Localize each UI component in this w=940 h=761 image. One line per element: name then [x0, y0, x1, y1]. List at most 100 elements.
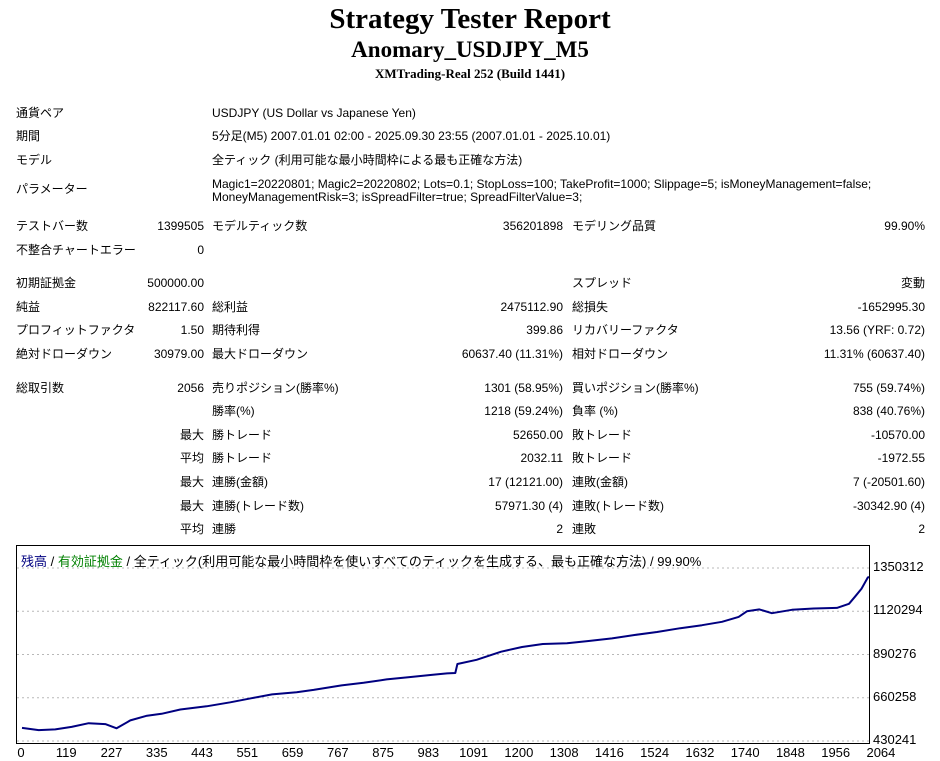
max-drawdown-label: 最大ドローダウン	[212, 347, 309, 361]
largest-loss-value: -10570.00	[870, 428, 925, 442]
avg-win-label: 勝トレード	[212, 451, 273, 465]
gross-profit-label: 総利益	[212, 300, 249, 314]
spread-label: スプレッド	[572, 276, 633, 290]
symbol-label: 通貨ペア	[16, 106, 65, 120]
expert-name: Anomary_USDJPY_M5	[351, 37, 589, 62]
cons-losses-label: 連敗(金額)	[572, 475, 628, 489]
expected-payoff-label: 期待利得	[212, 323, 261, 337]
server-info: XMTrading-Real 252 (Build 1441)	[374, 66, 566, 81]
largest-win-label: 勝トレード	[212, 428, 273, 442]
max-prefix: 最大	[179, 499, 204, 513]
short-positions-value: 1301 (58.95%)	[484, 381, 563, 395]
errors-label: 不整合チャートエラー	[16, 243, 136, 257]
chart-legend: 残高 / 有効証拠金 / 全ティック(利用可能な最小時間枠を使いすべてのティック…	[21, 551, 701, 570]
total-trades-label: 総取引数	[16, 381, 65, 395]
cons-profit-value: 57971.30 (4)	[494, 499, 563, 513]
deposit-label: 初期証拠金	[16, 276, 77, 290]
avg-loss-value: -1972.55	[877, 451, 925, 465]
abs-drawdown-label: 絶対ドローダウン	[16, 347, 113, 361]
profit-factor-label: プロフィットファクタ	[16, 323, 136, 337]
x-tick-label: 227	[100, 745, 123, 760]
cons-wins-label: 連勝(金額)	[212, 475, 268, 489]
max-prefix: 最大	[179, 475, 204, 489]
quality-value: 99.90%	[884, 219, 925, 233]
gross-loss-label: 総損失	[572, 300, 609, 314]
profit-factor-value: 1.50	[180, 323, 204, 337]
params-value-line1: Magic1=20220801; Magic2=20220802; Lots=0…	[212, 177, 872, 191]
cons-wins-value: 17 (12121.00)	[488, 475, 563, 489]
avg-win-value: 2032.11	[520, 451, 564, 465]
x-tick-label: 1848	[775, 745, 805, 760]
abs-drawdown-value: 30979.00	[153, 347, 204, 361]
x-tick-label: 1524	[640, 745, 670, 760]
expected-payoff-value: 399.86	[526, 323, 563, 337]
x-tick-label: 875	[372, 745, 394, 760]
x-tick-label: 335	[145, 745, 168, 760]
legend-balance: 残高	[21, 554, 48, 569]
legend-description: / 全ティック(利用可能な最小時間枠を使いすべてのティックを生成する、最も正確な…	[122, 554, 702, 569]
y-tick-label: 1350312	[873, 559, 924, 574]
avg-prefix: 平均	[179, 451, 204, 465]
largest-loss-label: 敗トレード	[572, 428, 633, 442]
net-profit-label: 純益	[16, 300, 41, 314]
x-tick-label: 443	[191, 745, 213, 760]
x-tick-label: 1091	[459, 745, 489, 760]
total-trades-value: 2056	[177, 381, 204, 395]
y-tick-label: 1120294	[873, 602, 923, 618]
y-tick-label: 660258	[873, 688, 917, 704]
legend-separator: /	[47, 554, 58, 569]
x-tick-label: 1956	[821, 745, 851, 760]
balance-chart: 残高 / 有効証拠金 / 全ティック(利用可能な最小時間枠を使いすべてのティック…	[16, 545, 870, 744]
avg-loss-label: 敗トレード	[572, 451, 633, 465]
x-tick-label: 767	[326, 745, 349, 760]
gross-profit-value: 2475112.90	[500, 300, 563, 314]
symbol-value: USDJPY (US Dollar vs Japanese Yen)	[212, 106, 416, 120]
report-title: Strategy Tester Report	[329, 3, 611, 35]
x-tick-label: 0	[17, 745, 25, 760]
max-drawdown-value: 60637.40 (11.31%)	[461, 347, 563, 361]
ticks-label: モデルティック数	[212, 219, 308, 233]
x-tick-label: 551	[236, 745, 259, 760]
largest-win-value: 52650.00	[512, 428, 563, 442]
params-value-line2: MoneyManagementRisk=3; isSpreadFilter=tr…	[212, 190, 583, 204]
x-tick-label: 2064	[866, 745, 896, 760]
bars-label: テストバー数	[16, 219, 89, 233]
avg-cons-losses-label: 連敗	[572, 522, 597, 536]
cons-profit-label: 連勝(トレード数)	[212, 499, 304, 513]
long-positions-value: 755 (59.74%)	[852, 381, 925, 395]
period-label: 期間	[16, 129, 41, 143]
short-positions-label: 売りポジション(勝率%)	[212, 381, 339, 395]
cons-losses-value: 7 (-20501.60)	[852, 475, 925, 489]
model-value: 全ティック (利用可能な最小時間枠による最も正確な方法)	[212, 153, 523, 167]
x-tick-label: 1632	[685, 745, 715, 760]
period-value: 5分足(M5) 2007.01.01 02:00 - 2025.09.30 23…	[212, 129, 611, 143]
params-label: パラメーター	[16, 182, 88, 196]
legend-equity: 有効証拠金	[57, 554, 123, 569]
x-tick-label: 983	[417, 745, 440, 760]
quality-label: モデリング品質	[572, 219, 657, 233]
recovery-factor-label: リカバリーファクタ	[572, 323, 679, 337]
loss-rate-label: 負率 (%)	[572, 404, 618, 418]
avg-cons-losses-value: 2	[918, 522, 925, 536]
loss-rate-value: 838 (40.76%)	[852, 404, 925, 418]
win-rate-value: 1218 (59.24%)	[484, 404, 563, 418]
ticks-value: 356201898	[502, 219, 563, 233]
deposit-value: 500000.00	[147, 276, 204, 290]
avg-cons-wins-value: 2	[556, 522, 563, 536]
x-tick-label: 659	[281, 745, 304, 760]
x-tick-label: 1200	[504, 745, 534, 760]
x-tick-label: 1416	[594, 745, 624, 760]
model-label: モデル	[16, 153, 53, 167]
x-tick-label: 1740	[730, 745, 760, 760]
cons-loss-label: 連敗(トレード数)	[572, 499, 664, 513]
net-profit-value: 822117.60	[148, 300, 204, 314]
rel-drawdown-value: 11.31% (60637.40)	[823, 347, 925, 361]
y-tick-label: 430241	[873, 732, 917, 747]
x-tick-label: 119	[55, 745, 77, 760]
spread-value: 変動	[900, 276, 925, 290]
rel-drawdown-label: 相対ドローダウン	[572, 347, 669, 361]
cons-loss-value: -30342.90 (4)	[852, 499, 925, 513]
avg-prefix: 平均	[179, 522, 204, 536]
y-tick-label: 890276	[873, 645, 917, 661]
long-positions-label: 買いポジション(勝率%)	[572, 381, 699, 395]
